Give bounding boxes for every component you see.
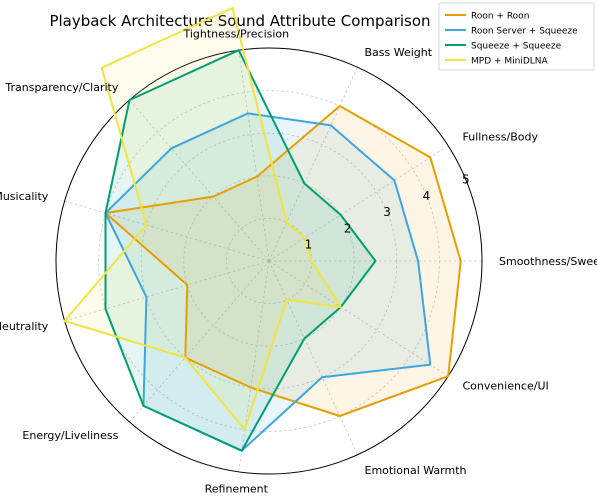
radial-tick-label: 4 (423, 189, 431, 203)
axis-labels: Smoothness/Sweetness Fullness/Body Bass We… (0, 27, 597, 495)
radial-tick-label: 2 (344, 221, 352, 235)
chart-title: Playback Architecture Sound Attribute Co… (49, 12, 430, 30)
legend-frame (438, 2, 595, 71)
grid-spoke (238, 50, 270, 262)
series-fill-roon-server-squeeze (105, 113, 431, 451)
axis-label-convenience-ui: Convenience/UI (463, 379, 549, 392)
grid-spoke (268, 67, 358, 262)
series-line-squeeze-squeeze (104, 49, 377, 452)
polar-grid (55, 47, 483, 475)
radial-tick-labels: 1 2 3 4 5 (305, 173, 470, 252)
legend-label-roon-roon: Roon + Roon (471, 12, 529, 22)
legend-label-squeeze-squeeze: Squeeze + Squeeze (471, 42, 562, 52)
series-fills (64, 8, 461, 451)
legend: Roon + Roon Roon Server + Squeeze Squeeze … (438, 2, 595, 71)
grid-spoke (268, 260, 358, 455)
axis-label-fullness-body: Fullness/Body (463, 131, 539, 144)
series-line-mpd-minidlna (63, 7, 342, 431)
series-lines (63, 7, 462, 452)
series-line-roon-server-squeeze (104, 112, 432, 452)
series-fill-squeeze-squeeze (105, 50, 376, 451)
outer-frame (55, 47, 483, 475)
axis-label-refinement: Refinement (205, 483, 269, 496)
radial-tick-label: 1 (305, 238, 313, 252)
radial-tick-label: 3 (383, 205, 391, 219)
axis-label-energy-liveliness: Energy/Liveliness (22, 429, 118, 442)
legend-label-roon-server-squeeze: Roon Server + Squeeze (471, 27, 578, 37)
grid-spoke (268, 145, 449, 262)
grid-spoke (268, 260, 449, 377)
grid-spoke (129, 99, 270, 262)
series-line-roon-roon (104, 105, 462, 417)
axis-label-flow-musicality: Flow/Musicality (0, 190, 49, 203)
grid-spoke (64, 260, 270, 322)
axis-label-emotional-warmth: Emotional Warmth (365, 464, 467, 477)
series-fill-mpd-minidlna (64, 8, 341, 430)
axis-label-tightness-precision: Tightness/Precision (182, 27, 289, 40)
axis-label-neutrality: Neutrality (0, 320, 49, 333)
axis-label-bass-weight: Bass Weight (365, 46, 433, 59)
axis-label-smoothness-sweetness: Smoothness/Sweetness (499, 255, 597, 268)
radial-tick-label: 5 (462, 173, 470, 187)
grid-spoke (129, 260, 270, 423)
series-fill-roon-roon (105, 106, 461, 416)
grid-spoke (64, 200, 270, 262)
axis-label-transparency-clarity: Transparency/Clarity (4, 81, 118, 94)
legend-label-mpd-minidlna: MPD + MiniDLNA (471, 57, 549, 67)
grid-ring (140, 132, 398, 390)
grid-spoke (238, 260, 270, 472)
